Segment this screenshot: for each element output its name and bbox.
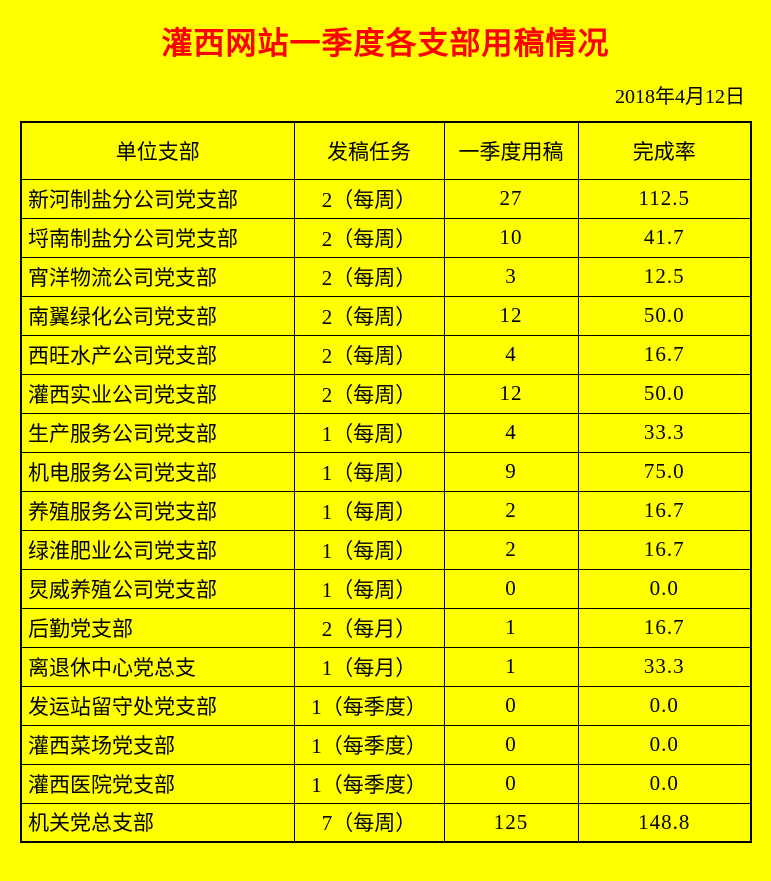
q1-articles-used-cell: 27: [443, 178, 579, 219]
posting-task-cell: 1（每季度）: [293, 724, 445, 765]
completion-rate-cell: 148.8: [577, 802, 752, 843]
posting-task-cell: 1（每周）: [293, 568, 445, 609]
table-row: 发运站留守处党支部 1（每季度） 0 0.0: [20, 685, 752, 726]
unit-branch-cell: 养殖服务公司党支部: [20, 490, 295, 531]
header-posting-task: 发稿任务: [293, 121, 445, 180]
posting-task-cell: 2（每周）: [293, 334, 445, 375]
q1-articles-used-cell: 1: [443, 607, 579, 648]
q1-articles-used-cell: 2: [443, 529, 579, 570]
completion-rate-cell: 16.7: [577, 529, 752, 570]
unit-branch-cell: 生产服务公司党支部: [20, 412, 295, 453]
table-row: 新河制盐分公司党支部 2（每周） 27 112.5: [20, 178, 752, 219]
completion-rate-cell: 33.3: [577, 646, 752, 687]
posting-task-cell: 7（每周）: [293, 802, 445, 843]
completion-rate-cell: 0.0: [577, 568, 752, 609]
unit-branch-cell: 灌西实业公司党支部: [20, 373, 295, 414]
q1-articles-used-cell: 9: [443, 451, 579, 492]
table-row: 养殖服务公司党支部 1（每周） 2 16.7: [20, 490, 752, 531]
unit-branch-cell: 新河制盐分公司党支部: [20, 178, 295, 219]
table-row: 机电服务公司党支部 1（每周） 9 75.0: [20, 451, 752, 492]
table-body: 新河制盐分公司党支部 2（每周） 27 112.5 埒南制盐分公司党支部 2（每…: [20, 178, 752, 843]
table-row: 炅威养殖公司党支部 1（每周） 0 0.0: [20, 568, 752, 609]
completion-rate-cell: 16.7: [577, 334, 752, 375]
completion-rate-cell: 0.0: [577, 685, 752, 726]
q1-articles-used-cell: 4: [443, 334, 579, 375]
unit-branch-cell: 灌西菜场党支部: [20, 724, 295, 765]
posting-task-cell: 1（每周）: [293, 451, 445, 492]
unit-branch-cell: 后勤党支部: [20, 607, 295, 648]
unit-branch-cell: 机关党总支部: [20, 802, 295, 843]
report-date: 2018年4月12日: [615, 86, 745, 108]
q1-articles-used-cell: 0: [443, 568, 579, 609]
q1-articles-used-cell: 0: [443, 685, 579, 726]
table-header: 单位支部 发稿任务 一季度用稿 完成率: [20, 121, 752, 180]
q1-articles-used-cell: 1: [443, 646, 579, 687]
posting-task-cell: 2（每周）: [293, 373, 445, 414]
report-page: 灌西网站一季度各支部用稿情况 2018年4月12日 单位支部 发稿任务 一季度用…: [0, 26, 771, 843]
table-row: 灌西医院党支部 1（每季度） 0 0.0: [20, 763, 752, 804]
unit-branch-cell: 南翼绿化公司党支部: [20, 295, 295, 336]
table-row: 宵洋物流公司党支部 2（每周） 3 12.5: [20, 256, 752, 297]
posting-task-cell: 1（每周）: [293, 490, 445, 531]
table-row: 绿淮肥业公司党支部 1（每周） 2 16.7: [20, 529, 752, 570]
page-title: 灌西网站一季度各支部用稿情况: [161, 26, 610, 61]
unit-branch-cell: 炅威养殖公司党支部: [20, 568, 295, 609]
completion-rate-cell: 12.5: [577, 256, 752, 297]
table-row: 西旺水产公司党支部 2（每周） 4 16.7: [20, 334, 752, 375]
posting-task-cell: 1（每月）: [293, 646, 445, 687]
header-completion-rate: 完成率: [577, 121, 752, 180]
q1-articles-used-cell: 12: [443, 295, 579, 336]
q1-articles-used-cell: 2: [443, 490, 579, 531]
completion-rate-cell: 75.0: [577, 451, 752, 492]
unit-branch-cell: 西旺水产公司党支部: [20, 334, 295, 375]
q1-articles-used-cell: 0: [443, 724, 579, 765]
table-row: 灌西实业公司党支部 2（每周） 12 50.0: [20, 373, 752, 414]
table-row: 离退休中心党总支 1（每月） 1 33.3: [20, 646, 752, 687]
table-row: 南翼绿化公司党支部 2（每周） 12 50.0: [20, 295, 752, 336]
posting-task-cell: 2（每周）: [293, 256, 445, 297]
completion-rate-cell: 0.0: [577, 763, 752, 804]
posting-task-cell: 2（每月）: [293, 607, 445, 648]
posting-task-cell: 1（每季度）: [293, 685, 445, 726]
completion-rate-cell: 0.0: [577, 724, 752, 765]
q1-articles-used-cell: 125: [443, 802, 579, 843]
posting-task-cell: 1（每季度）: [293, 763, 445, 804]
unit-branch-cell: 绿淮肥业公司党支部: [20, 529, 295, 570]
q1-articles-used-cell: 3: [443, 256, 579, 297]
unit-branch-cell: 机电服务公司党支部: [20, 451, 295, 492]
table-row: 生产服务公司党支部 1（每周） 4 33.3: [20, 412, 752, 453]
posting-task-cell: 2（每周）: [293, 295, 445, 336]
unit-branch-cell: 离退休中心党总支: [20, 646, 295, 687]
completion-rate-cell: 33.3: [577, 412, 752, 453]
posting-task-cell: 1（每周）: [293, 412, 445, 453]
report-table: 单位支部 发稿任务 一季度用稿 完成率 新河制盐分公司党支部 2（每周） 27 …: [20, 121, 752, 843]
posting-task-cell: 2（每周）: [293, 217, 445, 258]
unit-branch-cell: 发运站留守处党支部: [20, 685, 295, 726]
completion-rate-cell: 112.5: [577, 178, 752, 219]
q1-articles-used-cell: 12: [443, 373, 579, 414]
unit-branch-cell: 埒南制盐分公司党支部: [20, 217, 295, 258]
posting-task-cell: 2（每周）: [293, 178, 445, 219]
q1-articles-used-cell: 0: [443, 763, 579, 804]
posting-task-cell: 1（每周）: [293, 529, 445, 570]
completion-rate-cell: 16.7: [577, 607, 752, 648]
completion-rate-cell: 50.0: [577, 373, 752, 414]
q1-articles-used-cell: 10: [443, 217, 579, 258]
header-unit-branch: 单位支部: [20, 121, 295, 180]
table-row: 灌西菜场党支部 1（每季度） 0 0.0: [20, 724, 752, 765]
header-q1-articles-used: 一季度用稿: [443, 121, 579, 180]
table-row: 埒南制盐分公司党支部 2（每周） 10 41.7: [20, 217, 752, 258]
unit-branch-cell: 灌西医院党支部: [20, 763, 295, 804]
q1-articles-used-cell: 4: [443, 412, 579, 453]
table-row: 后勤党支部 2（每月） 1 16.7: [20, 607, 752, 648]
unit-branch-cell: 宵洋物流公司党支部: [20, 256, 295, 297]
completion-rate-cell: 16.7: [577, 490, 752, 531]
completion-rate-cell: 41.7: [577, 217, 752, 258]
header-row: 单位支部 发稿任务 一季度用稿 完成率: [20, 121, 752, 180]
completion-rate-cell: 50.0: [577, 295, 752, 336]
table-row: 机关党总支部 7（每周） 125 148.8: [20, 802, 752, 843]
